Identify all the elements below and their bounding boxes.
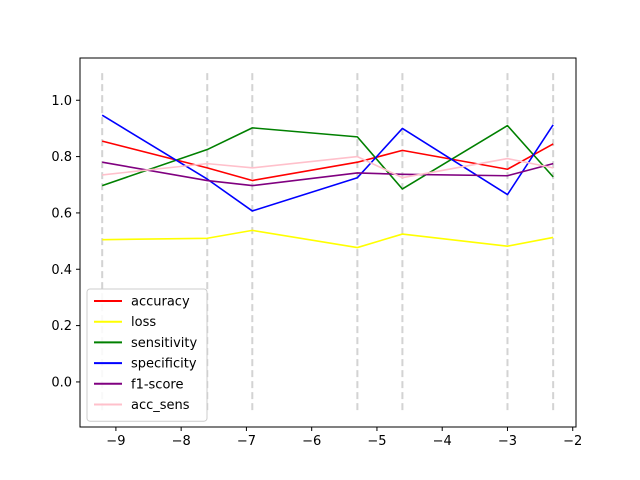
x-axis-ticks: −9 −8 −7 −6 −5 −4 −3 −2 [106,427,582,449]
x-tick-label: −4 [433,434,452,449]
x-tick-label: −8 [172,434,191,449]
series-line-sensitivity [101,124,554,190]
x-tick-label: −5 [367,434,386,449]
legend: accuracy loss sensitivity specificity f1-sco… [86,288,208,422]
x-tick-label: −7 [237,434,256,449]
x-tick-label: −3 [498,434,517,449]
series-line-loss [102,229,554,249]
y-tick-label: 0.8 [51,150,72,165]
x-tick-label: −2 [563,434,582,449]
y-tick-label: 0.4 [51,263,72,278]
axes-frame [79,57,577,428]
legend-label-f1-score: f1-score [131,377,183,392]
y-tick-label: 0.0 [51,375,72,390]
legend-label-loss: loss [131,315,156,330]
series-line-accuracy [101,140,554,182]
legend-label-accuracy: accuracy [131,295,190,310]
y-tick-label: 0.6 [51,206,72,221]
y-tick-label: 1.0 [51,94,72,109]
legend-label-acc_sens: acc_sens [131,398,190,413]
legend-label-sensitivity: sensitivity [131,336,198,351]
legend-label-specificity: specificity [131,357,197,372]
x-tick-label: −6 [302,434,321,449]
x-tick-label: −9 [106,434,125,449]
series-line-acc_sens [102,155,554,179]
series-line-f1-score [102,161,554,187]
y-axis-ticks: 0.0 0.2 0.4 0.6 0.8 1.0 [51,94,80,390]
series-line-specificity [101,114,554,212]
series-lines [101,114,554,249]
y-tick-label: 0.2 [51,319,72,334]
